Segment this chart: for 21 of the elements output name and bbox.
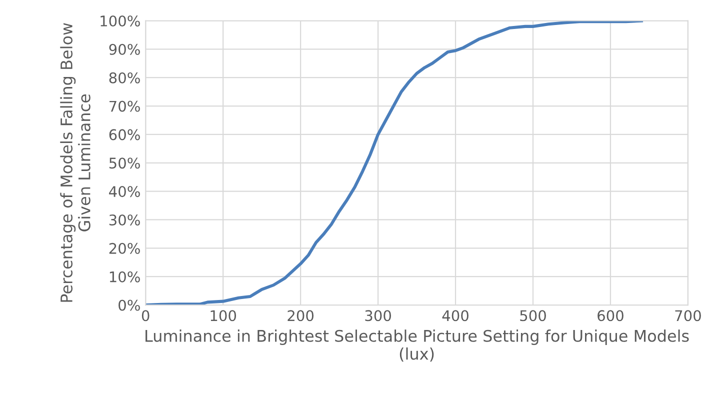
y-tick-label: 90% xyxy=(109,44,140,55)
y-tick-label: 10% xyxy=(110,271,140,282)
x-tick-label: 0 xyxy=(142,310,150,322)
y-tick-label: 80% xyxy=(109,72,140,84)
y-tick-label: 50% xyxy=(109,158,140,169)
x-tick-label: 600 xyxy=(598,310,624,322)
x-tick-label: 100 xyxy=(210,310,236,322)
y-tick-label: 40% xyxy=(109,186,140,198)
y-tick-label: 60% xyxy=(109,129,140,140)
x-tick-label: 400 xyxy=(442,310,468,322)
y-axis-title: Percentage of Models Falling Below Given Luminance xyxy=(60,23,90,302)
y-tick-label: 70% xyxy=(110,100,140,112)
x-tick-label: 500 xyxy=(520,310,546,322)
x-axis-title: Luminance in Brightest Selectable Picture Setting for Unique Models (lux) xyxy=(146,330,689,362)
y-tick-label: 100% xyxy=(100,15,140,26)
y-tick-label: 20% xyxy=(109,242,140,254)
x-tick-label: 300 xyxy=(365,310,391,322)
x-tick-label: 700 xyxy=(675,310,701,322)
y-tick-label: 30% xyxy=(109,214,140,226)
x-tick-label: 200 xyxy=(288,310,314,322)
y-tick-label: 0% xyxy=(118,300,140,311)
